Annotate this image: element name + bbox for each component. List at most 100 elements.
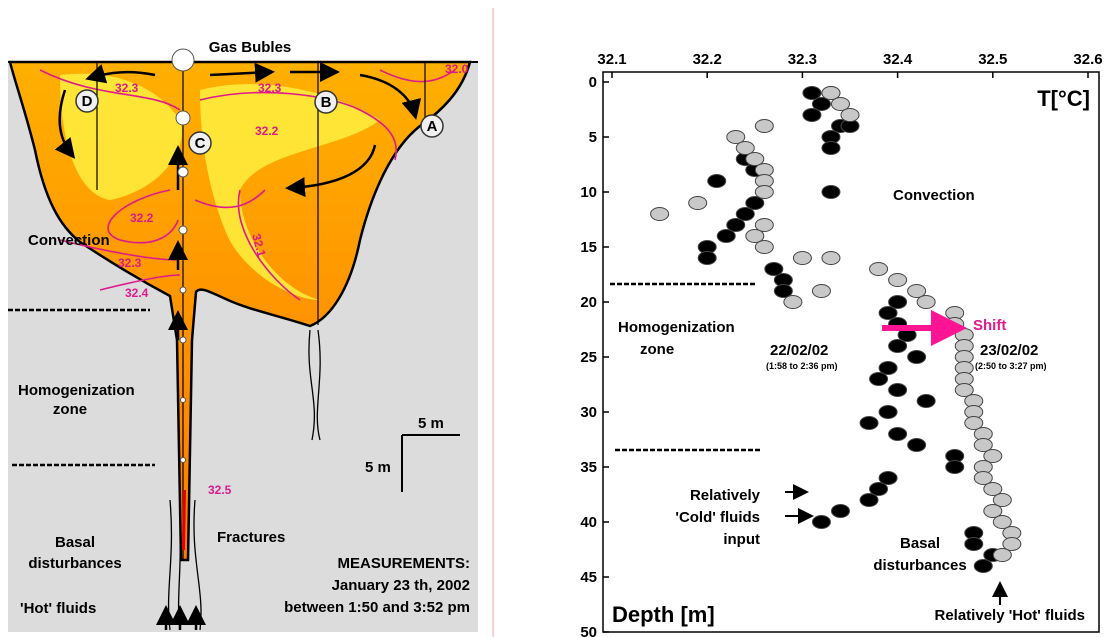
y-axis-label: Depth [m] <box>612 602 715 627</box>
diagram: A B C D Gas Bubles 32.0 32.3 32.3 32.2 3… <box>8 39 478 632</box>
point <box>745 196 765 210</box>
x-axis-label: T[°C] <box>1037 86 1090 111</box>
point <box>907 284 927 298</box>
annotation: Relatively <box>690 487 761 504</box>
point-label: B <box>321 94 332 111</box>
zone-label: Convection <box>28 232 110 249</box>
point <box>888 427 908 441</box>
diagram-title: Gas Bubles <box>209 39 292 56</box>
y-tick-label: 40 <box>580 514 597 531</box>
contours <box>39 69 456 301</box>
point <box>888 295 908 309</box>
point <box>745 229 765 243</box>
scale-label: 5 m <box>418 415 444 432</box>
point <box>973 471 993 485</box>
point <box>783 295 803 309</box>
x-tick-label: 32.1 <box>597 51 626 68</box>
point <box>992 493 1012 507</box>
point <box>754 119 774 133</box>
hot-fluids-label: 'Hot' fluids <box>20 600 96 617</box>
point <box>973 559 993 573</box>
x-tick-label: 32.4 <box>883 51 913 68</box>
y-tick-label: 30 <box>580 404 597 421</box>
point <box>830 504 850 518</box>
point <box>840 108 860 122</box>
zone-label: Homogenization <box>18 382 135 399</box>
point <box>907 350 927 364</box>
point <box>859 416 879 430</box>
y-tick-label: 25 <box>580 349 597 366</box>
x-tick-label: 32.6 <box>1073 51 1102 68</box>
point <box>888 339 908 353</box>
point <box>726 130 746 144</box>
point <box>973 438 993 452</box>
y-tick-label: 50 <box>580 624 597 637</box>
point-label: D <box>82 93 93 110</box>
chart: 32.1 32.2 32.3 32.4 32.5 32.6 0 5 10 15 20 25 30 35 40… <box>580 51 1102 637</box>
series-note: (1:58 to 2:36 pm) <box>766 361 838 371</box>
point <box>735 141 755 155</box>
point <box>754 240 774 254</box>
scale-bar <box>401 434 460 492</box>
plot-frame <box>602 71 1100 633</box>
measurement-text: between 1:50 and 3:52 pm <box>284 599 470 616</box>
hot-core <box>182 490 186 550</box>
contour-label: 32.3 <box>115 81 139 95</box>
point <box>916 295 936 309</box>
point <box>916 394 936 408</box>
zone-label: disturbances <box>28 555 121 572</box>
point <box>983 449 1003 463</box>
measurement-text: January 23 th, 2002 <box>332 577 470 594</box>
x-tick-label: 32.2 <box>693 51 722 68</box>
x-tick-label: 32.5 <box>978 51 1007 68</box>
point <box>964 416 984 430</box>
point <box>745 152 765 166</box>
fractures-label: Fractures <box>217 529 285 546</box>
series-label: 22/02/02 <box>770 342 828 359</box>
series-note: (2:50 to 3:27 pm) <box>975 361 1047 371</box>
x-tick-label: 32.3 <box>788 51 817 68</box>
point <box>878 471 898 485</box>
annotation: Relatively 'Hot' fluids <box>935 607 1086 624</box>
point <box>878 405 898 419</box>
y-tick-label: 5 <box>589 129 597 146</box>
point <box>992 548 1012 562</box>
point <box>764 262 784 276</box>
point <box>821 86 841 100</box>
point <box>878 306 898 320</box>
point-label: A <box>427 118 438 135</box>
point <box>821 185 841 199</box>
point-label: C <box>195 135 206 152</box>
annotation: disturbances <box>873 557 966 574</box>
point <box>888 273 908 287</box>
point <box>878 361 898 375</box>
point <box>802 108 822 122</box>
point <box>888 383 908 397</box>
point <box>983 482 1003 496</box>
bubbles <box>171 48 195 463</box>
zone-label: Basal <box>55 534 95 551</box>
point <box>697 251 717 265</box>
point <box>754 185 774 199</box>
point <box>907 438 927 452</box>
annotation: Basal <box>900 535 940 552</box>
point-markers <box>75 89 444 155</box>
contour-label: 32.3 <box>118 256 142 270</box>
point <box>773 284 793 298</box>
y-tick-label: 15 <box>580 239 597 256</box>
contour-label: 32.4 <box>125 286 149 300</box>
annotation: zone <box>640 341 674 358</box>
scale-label: 5 m <box>365 459 391 476</box>
point <box>964 537 984 551</box>
flow-arrows <box>54 62 422 630</box>
point <box>830 97 850 111</box>
point <box>735 207 755 221</box>
annotation: Shift <box>973 317 1006 334</box>
y-tick-label: 20 <box>580 294 597 311</box>
y-tick-label: 10 <box>580 184 597 201</box>
annotation: Homogenization <box>618 319 735 336</box>
point <box>859 493 879 507</box>
annotation: input <box>723 531 760 548</box>
point <box>716 229 736 243</box>
